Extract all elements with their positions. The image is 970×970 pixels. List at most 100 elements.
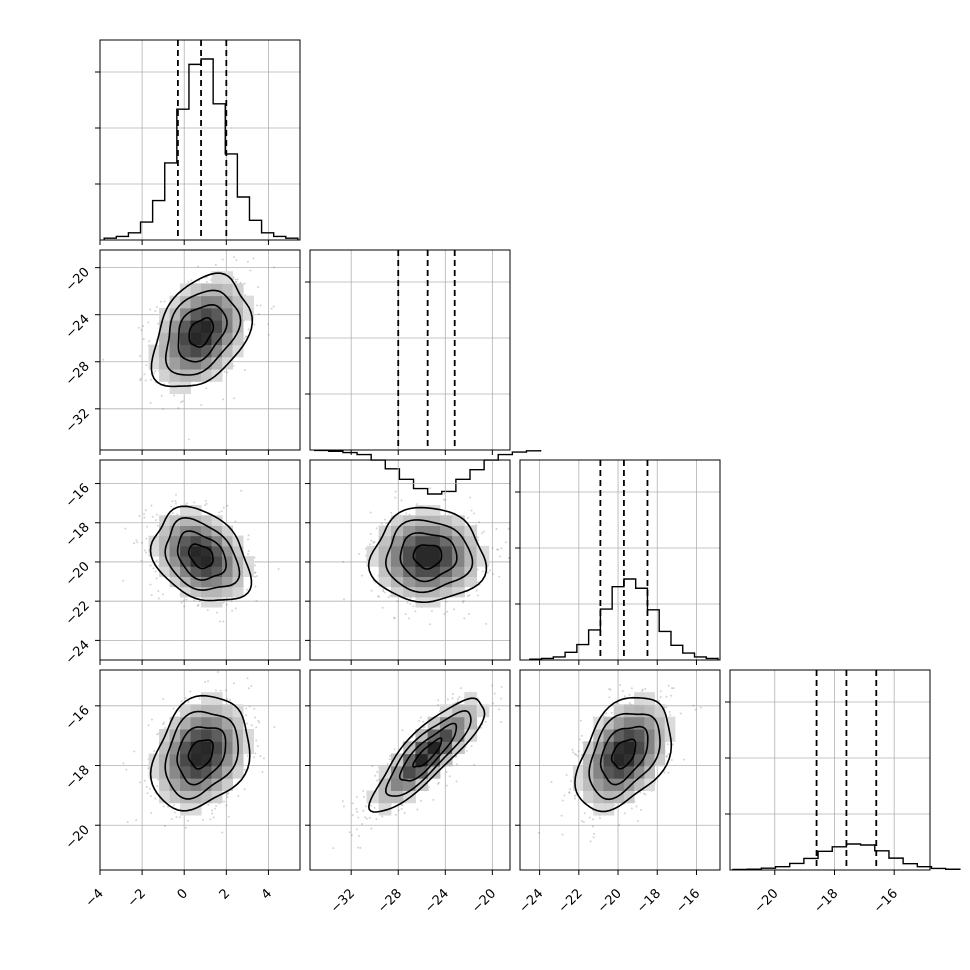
density-cell: [222, 729, 234, 742]
sample-point: [500, 685, 503, 688]
sample-point: [343, 805, 346, 808]
density-cell: [378, 790, 392, 804]
sample-point: [418, 719, 421, 722]
density-cell: [201, 515, 213, 526]
sample-point: [692, 704, 695, 707]
y-tick-label: −20: [63, 822, 93, 852]
density-cell: [222, 307, 234, 321]
density-cell: [180, 283, 192, 297]
sample-point: [139, 355, 142, 358]
sample-point: [147, 321, 150, 324]
sample-point: [459, 687, 462, 690]
sample-point: [157, 597, 160, 600]
sample-point: [665, 706, 668, 709]
density-cell: [180, 741, 192, 755]
sample-point: [226, 795, 229, 798]
contour-2: [384, 519, 474, 594]
sample-point: [243, 282, 246, 285]
sample-point: [146, 525, 149, 528]
sample-point: [659, 695, 662, 698]
sample-point: [249, 269, 252, 272]
density-cell: [634, 704, 645, 718]
sample-point: [376, 770, 379, 773]
density-cell: [159, 320, 171, 333]
sample-point: [288, 667, 290, 669]
sample-point: [683, 758, 686, 761]
density-cell: [222, 586, 234, 598]
sample-point: [233, 256, 236, 259]
sample-point: [157, 778, 160, 781]
density-cell: [211, 332, 223, 346]
density-cell: [464, 576, 478, 588]
sample-point: [610, 711, 613, 714]
sample-point: [256, 745, 259, 748]
density-cell: [201, 307, 213, 321]
density-cell: [427, 765, 441, 779]
density-cell: [603, 765, 615, 779]
sample-point: [187, 701, 190, 704]
sample-point: [573, 752, 576, 755]
sample-point: [348, 831, 351, 834]
density-3-0: [122, 667, 290, 834]
sample-point: [236, 278, 239, 281]
density-cell: [464, 566, 478, 577]
sample-point: [473, 512, 476, 515]
sample-point: [593, 832, 596, 835]
sample-point: [401, 729, 404, 732]
density-cell: [603, 753, 615, 767]
density-cell: [169, 545, 181, 557]
density-cell: [169, 778, 181, 791]
sample-point: [442, 498, 445, 501]
sample-point: [485, 622, 488, 625]
density-cell: [390, 535, 404, 547]
sample-point: [382, 588, 385, 591]
sample-point: [253, 571, 256, 574]
sample-point: [672, 687, 675, 690]
sample-point: [173, 394, 176, 397]
density-cell: [232, 729, 244, 742]
sample-point: [478, 666, 480, 668]
density-cell: [593, 741, 605, 755]
density-cell: [232, 295, 244, 309]
sample-point: [498, 708, 501, 711]
density-cell: [415, 545, 429, 557]
sample-point: [254, 752, 257, 755]
sample-point: [155, 559, 158, 562]
sample-point: [361, 822, 364, 825]
sample-point: [272, 305, 275, 308]
density-cell: [232, 704, 244, 718]
sample-point: [211, 812, 214, 815]
sample-point: [396, 600, 399, 603]
sample-point: [156, 524, 159, 527]
sample-point: [204, 504, 207, 507]
sample-point: [230, 600, 233, 603]
density-cell: [613, 741, 625, 755]
density-cell: [427, 566, 441, 577]
sample-point: [507, 527, 510, 530]
density-cell: [415, 741, 429, 755]
sample-point: [409, 596, 412, 599]
density-cell: [148, 545, 160, 557]
x-axis-2-1: [350, 660, 493, 665]
sample-point: [477, 536, 480, 539]
sample-point: [234, 520, 237, 523]
sample-point: [234, 278, 237, 281]
density-cell: [644, 753, 656, 767]
sample-point: [422, 720, 425, 723]
sample-point: [484, 720, 487, 723]
density-cell: [201, 753, 213, 767]
density-cell: [190, 295, 202, 309]
sample-point: [452, 702, 455, 705]
sample-point: [412, 605, 415, 608]
sample-point: [591, 825, 594, 828]
density-cell: [613, 704, 625, 718]
density-cell: [159, 344, 171, 358]
density-cell: [232, 320, 244, 333]
sample-point: [497, 548, 500, 551]
density-cell: [169, 307, 181, 321]
sample-point: [145, 551, 148, 554]
sample-point: [151, 515, 154, 518]
density-cell: [169, 566, 181, 577]
y-axis-1-0: −32−28−24−20: [63, 265, 100, 436]
sample-point: [184, 826, 187, 829]
